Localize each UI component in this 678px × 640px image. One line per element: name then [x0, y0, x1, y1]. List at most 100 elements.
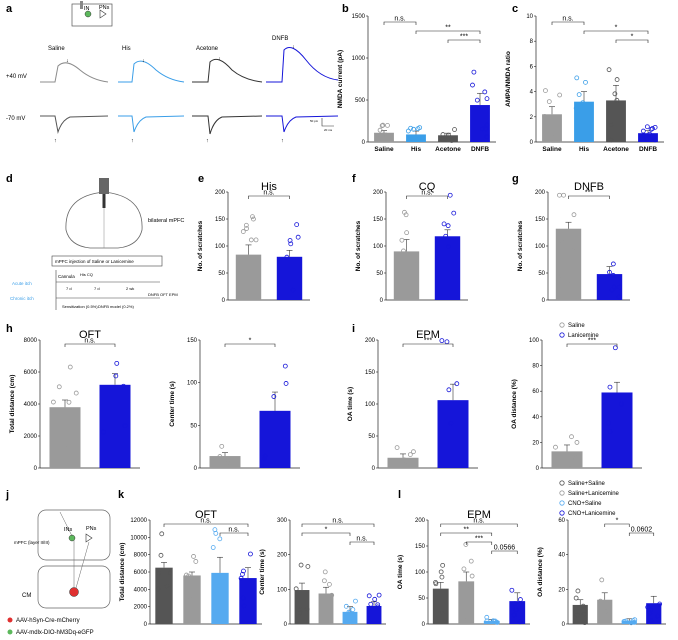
trace-label-saline: Saline	[48, 46, 65, 52]
data-point	[512, 601, 518, 607]
y-tick-label: 6000	[24, 370, 38, 376]
chart-title: OFT	[195, 509, 217, 521]
data-point	[469, 573, 475, 579]
data-point	[399, 237, 405, 243]
timeline-title: mPFC injection of Saline or Lanicemine	[55, 259, 134, 264]
data-point	[65, 442, 71, 448]
y-tick-label: 10000	[130, 535, 147, 541]
data-point	[446, 387, 452, 393]
data-point	[375, 604, 381, 610]
data-point	[251, 216, 256, 222]
data-point	[567, 462, 573, 467]
data-point	[219, 443, 225, 449]
chart-title: DNFB	[574, 181, 604, 193]
data-point	[297, 610, 303, 616]
schematic-in-label: IN	[84, 6, 90, 12]
data-point	[350, 607, 356, 612]
y-tick-label: 0	[34, 466, 38, 472]
y-tick-label: 200	[535, 190, 546, 196]
bar-lanicemine	[596, 274, 623, 300]
data-point	[240, 595, 246, 601]
significance-label: 0.0566	[494, 545, 516, 552]
panel-d-schematic: bilateral mPFC mPFC injection of Saline …	[10, 178, 184, 310]
panel-label-k: k	[118, 489, 125, 501]
data-point	[262, 453, 268, 459]
data-point	[610, 261, 616, 267]
chart-g: 0 50 100 150 200 No. of scratches DNFB***	[517, 181, 630, 304]
data-point	[440, 132, 446, 137]
data-point	[158, 552, 164, 558]
data-point	[113, 373, 119, 379]
data-point	[474, 97, 480, 103]
data-point	[644, 136, 650, 142]
data-point	[66, 399, 72, 405]
data-point	[321, 578, 327, 584]
data-point	[607, 269, 612, 275]
significance-label: *	[249, 338, 252, 345]
tests-label: DNFB OFT EPM	[148, 292, 178, 297]
data-point	[439, 610, 445, 616]
data-point	[186, 573, 192, 579]
data-point	[575, 588, 581, 594]
bar-saline	[551, 451, 583, 468]
x-tick-label: His	[411, 146, 422, 153]
data-point	[470, 82, 475, 88]
data-point	[122, 423, 128, 428]
data-point	[597, 598, 603, 604]
data-point	[573, 105, 579, 111]
data-point	[218, 463, 223, 469]
legend-cno-saline: CNO+Saline	[568, 501, 602, 507]
data-point	[407, 452, 413, 458]
panel-a-traces: +40 mV -70 mV Saline His Acetone DNFB ↓ …	[6, 36, 339, 144]
y-tick-label: 100	[373, 244, 384, 250]
data-point	[647, 610, 653, 616]
y-tick-label: 150	[215, 217, 226, 223]
y-tick-label: 100	[215, 244, 226, 250]
data-point	[287, 238, 293, 243]
data-point	[648, 607, 654, 613]
data-point	[271, 394, 277, 399]
data-point	[408, 125, 414, 131]
data-point	[451, 210, 457, 216]
data-point	[114, 360, 120, 366]
y-tick-label: 100	[365, 402, 376, 408]
data-point	[557, 192, 562, 198]
data-point	[559, 238, 564, 244]
y-tick-label: 50	[368, 434, 375, 440]
data-point	[484, 134, 490, 140]
trace-dnfb-40mV	[266, 47, 339, 83]
voltage-positive-label: +40 mV	[6, 74, 27, 80]
trace-saline-40mV	[40, 62, 109, 83]
chart-b: 0 500 1000 1500 NMDA current (pA) Saline His Ac…	[337, 14, 496, 153]
y-tick-label: 50	[376, 271, 383, 277]
y-tick-label: 150	[415, 544, 426, 550]
y-tick-label: 0	[380, 298, 384, 304]
legend-cno-lanicemine: CNO+Lanicemine	[568, 511, 616, 517]
chart-h1: 0 2000 4000 6000 8000 Total distance (cm) OFTn…	[9, 329, 140, 472]
legend-saline: Saline	[568, 323, 585, 329]
legend-l: Saline+Saline Saline+Lanicemine CNO+Sali…	[559, 480, 620, 517]
data-point	[417, 135, 422, 140]
y-tick-label: 2	[530, 115, 534, 121]
scale-bar-x-label: 20 ms	[324, 128, 333, 132]
y-tick-label: 60	[532, 389, 539, 395]
x-tick-label: Acetone	[603, 146, 629, 153]
data-point	[213, 531, 219, 536]
data-point	[645, 604, 651, 610]
y-tick-label: 0	[144, 622, 148, 628]
chart-k2: 0 100 200 300 Center time (s) n.s. * n.s.	[259, 518, 386, 628]
data-point	[468, 584, 474, 590]
data-point	[297, 607, 303, 613]
svg-text:↓: ↓	[292, 44, 295, 50]
data-point	[438, 569, 444, 575]
data-point	[482, 89, 488, 95]
data-point	[50, 399, 56, 405]
y-tick-label: 50	[418, 596, 425, 602]
significance-bracket	[551, 21, 585, 25]
data-point	[366, 593, 372, 599]
data-point	[603, 609, 609, 614]
y-tick-label: 4	[530, 90, 534, 96]
bar-lanicemine	[434, 236, 461, 300]
data-point	[621, 618, 627, 624]
